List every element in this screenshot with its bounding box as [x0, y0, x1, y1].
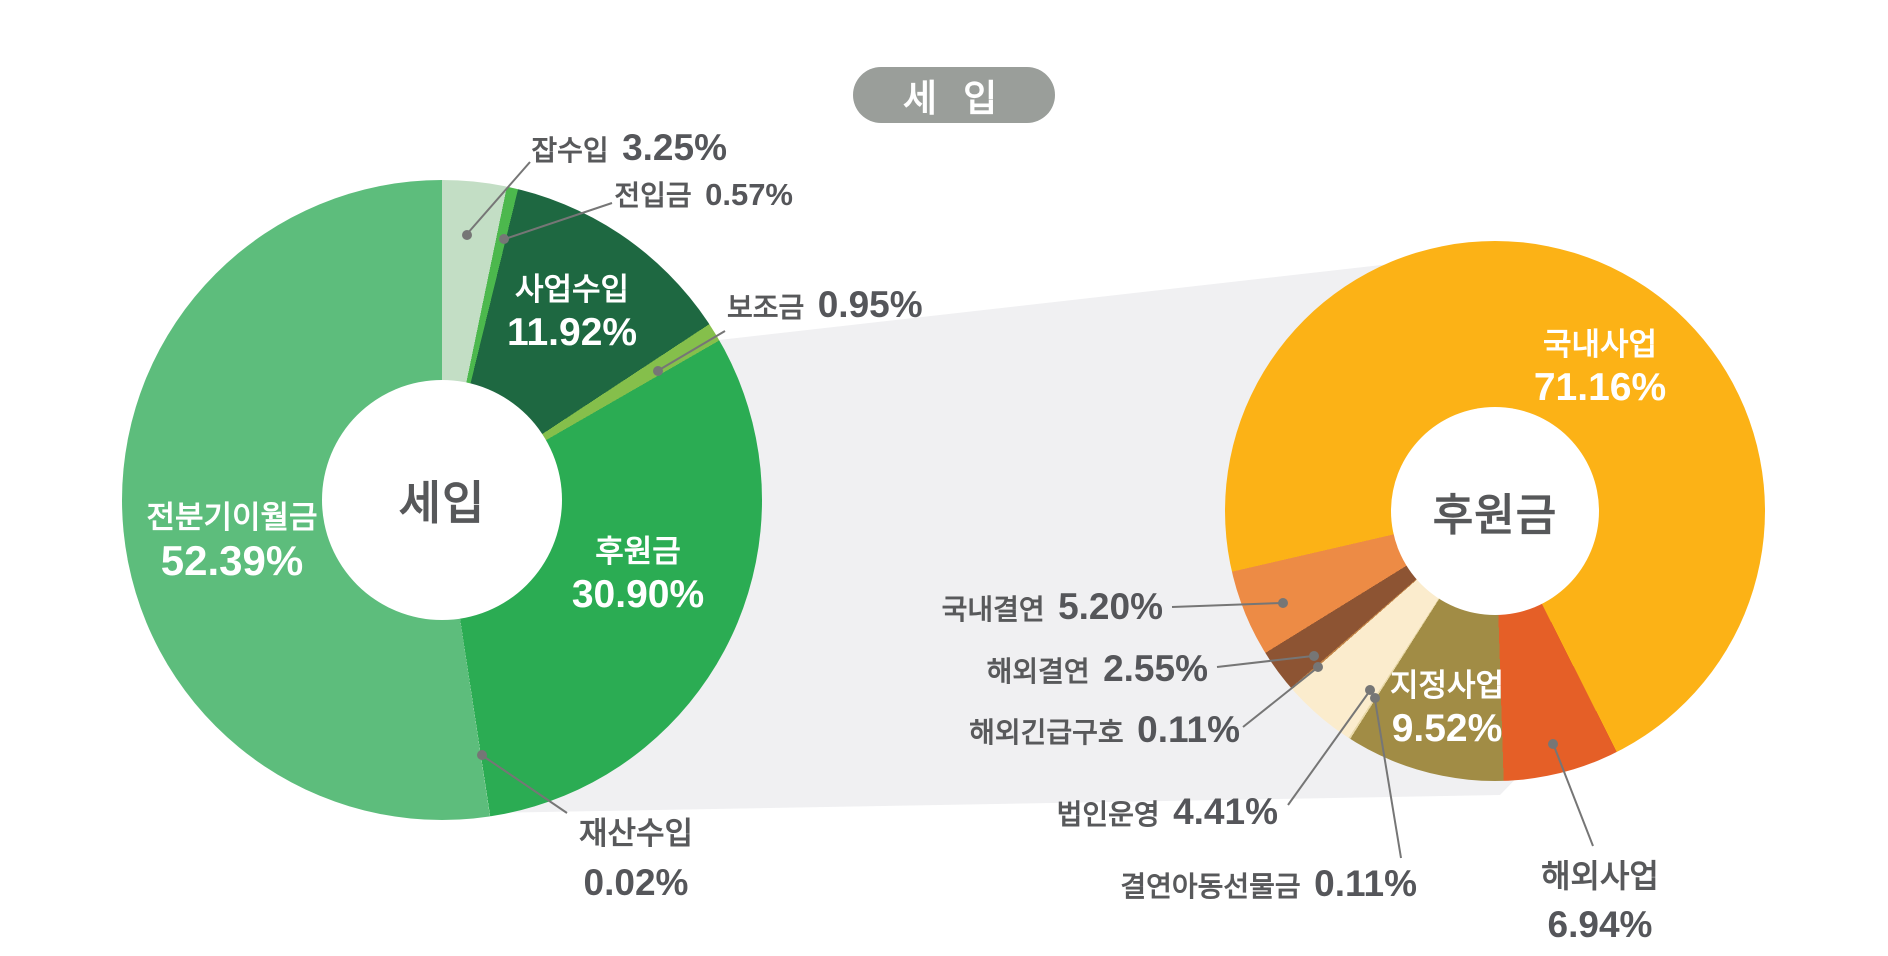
callout-name: 해외긴급구호 [969, 717, 1124, 748]
callout-property-income: 재산수입 0.02% [579, 810, 693, 908]
callout-misc-income: 잡수입 3.25% [531, 127, 727, 169]
callout-name: 국내결연 [941, 594, 1045, 625]
revenue-donut-hole: 세입 [322, 380, 562, 620]
callout-name: 전입금 [614, 180, 692, 211]
callout-transfer-in: 전입금 0.57% [614, 174, 793, 214]
slice-label-pct: 11.92% [506, 311, 638, 354]
slice-label-business-income: 사업수입 11.92% [507, 269, 637, 355]
callout-pct: 2.55% [1103, 648, 1208, 689]
callout-pct: 0.57% [705, 177, 793, 212]
callout-subsidy: 보조금 0.95% [727, 284, 923, 326]
slice-label-name: 지정사업 [1389, 668, 1505, 703]
callout-domestic-sponsorship: 국내결연 5.20% [942, 586, 1163, 628]
callout-pct: 6.94% [1547, 904, 1653, 945]
slice-label-carryover: 전분기이월금 52.39% [146, 497, 317, 583]
slice-label-name: 사업수입 [514, 272, 630, 307]
slice-label-pct: 9.52% [1391, 707, 1503, 750]
callout-pct: 0.11% [1314, 863, 1417, 904]
callout-pct: 5.20% [1058, 586, 1163, 627]
title-badge: 세 입 [853, 67, 1055, 123]
slice-label-domestic-programs: 국내사업 71.16% [1534, 324, 1666, 410]
callout-pct: 0.11% [1137, 709, 1240, 750]
callout-corporate-operations: 법인운영 4.41% [1057, 791, 1278, 833]
callout-name: 법인운영 [1056, 799, 1160, 830]
slice-label-pct: 52.39% [160, 537, 304, 584]
callout-name: 해외사업 [1541, 858, 1659, 894]
slice-label-donations: 후원금 30.90% [572, 531, 704, 617]
callout-name: 재산수입 [578, 816, 694, 851]
slice-label-name: 전분기이월금 [146, 500, 318, 535]
callout-overseas-emergency: 해외긴급구호 0.11% [969, 709, 1240, 751]
slice-label-name: 후원금 [595, 534, 681, 569]
callout-pct: 0.95% [817, 284, 923, 325]
slice-label-pct: 71.16% [1533, 366, 1667, 409]
callout-pct: 0.02% [583, 862, 689, 903]
donations-donut-hole: 후원금 [1391, 407, 1599, 615]
slice-label-designated-programs: 지정사업 9.52% [1390, 665, 1504, 751]
callout-name: 잡수입 [531, 135, 609, 166]
callout-overseas-sponsorship: 해외결연 2.55% [987, 648, 1208, 690]
callout-pct: 4.41% [1173, 791, 1278, 832]
callout-name: 결연아동선물금 [1120, 871, 1301, 902]
slice-label-name: 국내사업 [1542, 327, 1658, 362]
callout-name: 해외결연 [986, 656, 1090, 687]
callout-pct: 3.25% [622, 127, 727, 168]
donations-center-label: 후원금 [1432, 491, 1558, 540]
callout-sponsored-child-gifts: 결연아동선물금 0.11% [1120, 863, 1417, 905]
callout-overseas-programs: 해외사업 6.94% [1541, 852, 1659, 950]
callout-name: 보조금 [727, 292, 805, 323]
slice-label-pct: 30.90% [571, 573, 705, 616]
revenue-center-label: 세입 [398, 477, 486, 529]
title-badge-text: 세 입 [902, 78, 1006, 119]
